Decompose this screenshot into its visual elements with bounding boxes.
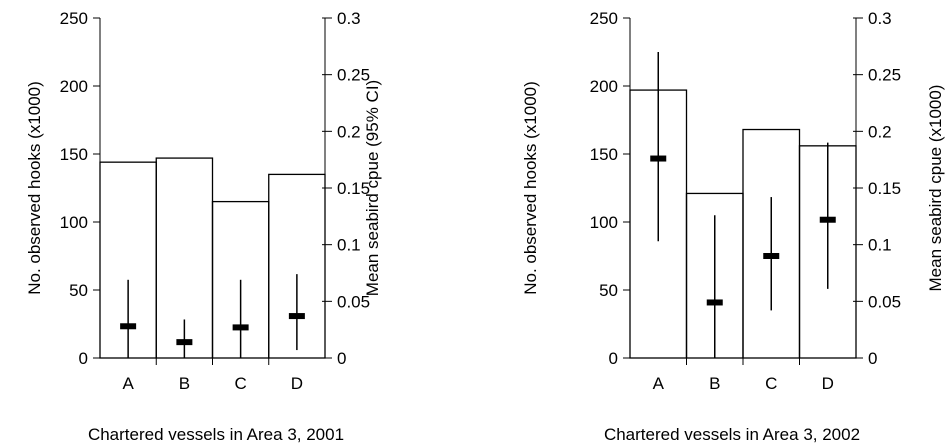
- mean-marker: [650, 155, 667, 162]
- chart-panel-2001: No. observed hooks (x1000) Mean seabird …: [25, 9, 382, 444]
- y-tick-label-right: 0.15: [868, 179, 901, 198]
- mean-marker: [176, 339, 193, 346]
- x-tick-label: B: [709, 374, 720, 393]
- chart-marks: 0 50 100 150 200 250 0 0.05 0.1 0.15 0.2 0.25 0.3 A B C…: [60, 9, 370, 393]
- y-tick-label-left: 150: [60, 145, 88, 164]
- y-tick-label-left: 100: [60, 213, 88, 232]
- mean-marker: [288, 313, 305, 320]
- y-tick-label-left: 100: [590, 213, 618, 232]
- y-tick-label-right: 0: [337, 349, 346, 368]
- x-tick-label: D: [822, 374, 834, 393]
- y-tick-label-right: 0.15: [337, 179, 370, 198]
- y-tick-label-left: 0: [79, 349, 88, 368]
- y-tick-label-left: 0: [609, 349, 618, 368]
- y-tick-label-right: 0: [868, 349, 877, 368]
- y-tick-label-right: 0.1: [868, 236, 892, 255]
- y-axis-title-right: Mean seabird cpue (95% CI): [363, 80, 382, 296]
- y-tick-label-left: 200: [60, 77, 88, 96]
- mean-marker: [232, 324, 249, 331]
- y-tick-label-right: 0.3: [337, 9, 361, 28]
- mean-marker: [763, 253, 780, 259]
- x-tick-label: C: [765, 374, 777, 393]
- y-tick-label-left: 250: [60, 9, 88, 28]
- y-axis-title-left: No. observed hooks (x1000): [521, 81, 540, 295]
- mean-marker: [819, 216, 836, 223]
- x-tick-label: A: [653, 374, 665, 393]
- y-tick-label-right: 0.1: [337, 236, 361, 255]
- chart-panel-2002: No. observed hooks (x1000) Mean seabird …: [521, 9, 945, 444]
- y-tick-label-left: 50: [69, 281, 88, 300]
- y-tick-label-left: 200: [590, 77, 618, 96]
- y-tick-label-right: 0.05: [868, 292, 901, 311]
- y-axis-title-left: No. observed hooks (x1000): [25, 81, 44, 295]
- y-tick-label-left: 150: [590, 145, 618, 164]
- y-tick-label-right: 0.3: [868, 9, 892, 28]
- mean-marker: [120, 323, 137, 330]
- x-tick-label: C: [234, 374, 246, 393]
- x-tick-label: D: [291, 374, 303, 393]
- y-tick-label-left: 50: [599, 281, 618, 300]
- x-tick-label: B: [179, 374, 190, 393]
- panel-caption: Chartered vessels in Area 3, 2002: [604, 425, 860, 444]
- bar: [268, 173, 326, 359]
- y-tick-label-right: 0.25: [337, 66, 370, 85]
- y-tick-label-right: 0.2: [868, 122, 892, 141]
- y-tick-label-left: 250: [590, 9, 618, 28]
- y-tick-label-right: 0.2: [337, 122, 361, 141]
- chart-marks: 0 50 100 150 200 250 0 0.05 0.1 0.15 0.2 0.25 0.3 A B C…: [590, 9, 901, 393]
- y-tick-label-right: 0.25: [868, 66, 901, 85]
- y-axis-title-right: Mean seabird cpue (x1000): [926, 85, 945, 292]
- x-tick-label: A: [122, 374, 134, 393]
- mean-marker: [706, 299, 723, 306]
- panel-caption: Chartered vessels in Area 3, 2001: [88, 425, 344, 444]
- y-tick-label-right: 0.05: [337, 292, 370, 311]
